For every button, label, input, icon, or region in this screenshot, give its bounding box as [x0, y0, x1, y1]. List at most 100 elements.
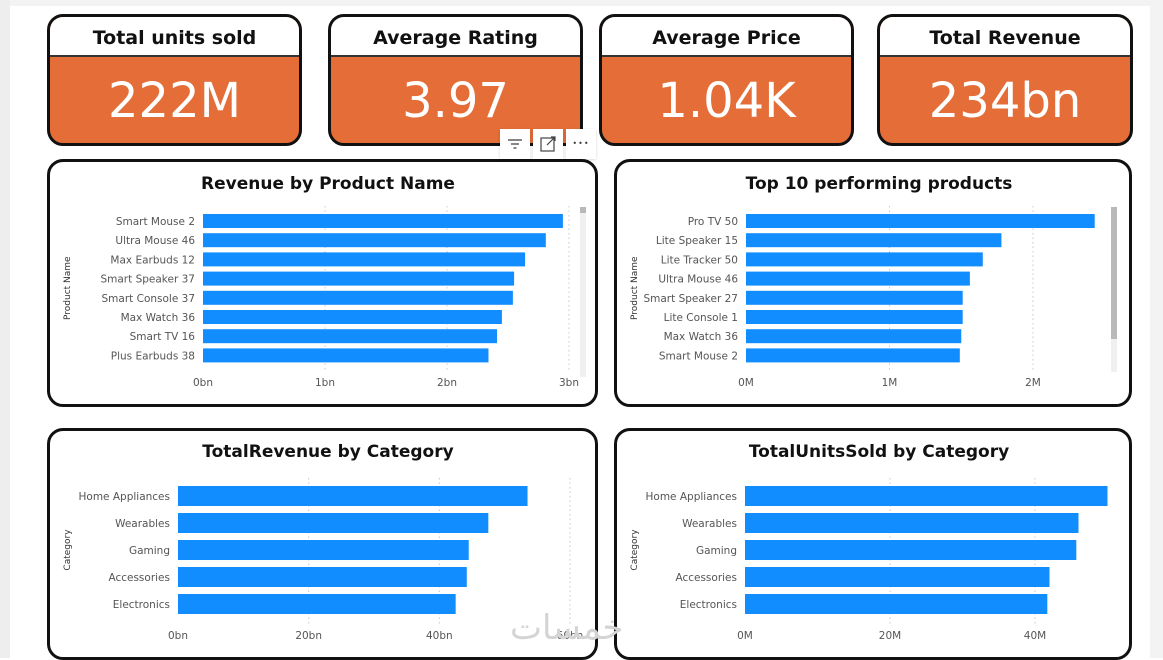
category-label: Accessories	[108, 572, 170, 584]
scrollbar-thumb[interactable]	[1111, 207, 1117, 339]
scrollbar-thumb[interactable]	[580, 207, 586, 213]
category-label: Lite Speaker 15	[656, 235, 738, 247]
kpi-title: Total Revenue	[880, 17, 1130, 57]
category-label: Electronics	[113, 599, 170, 611]
kpi-value: 222M	[107, 73, 242, 129]
x-tick-label: 1M	[882, 377, 898, 389]
bar[interactable]	[746, 233, 1002, 248]
bar[interactable]	[178, 567, 467, 587]
canvas-right-edge	[1150, 0, 1163, 658]
y-axis-title: Product Name	[63, 256, 73, 320]
kpi-title: Total units sold	[50, 17, 299, 57]
bar[interactable]	[746, 290, 963, 305]
more-options-icon: •••	[572, 139, 590, 148]
category-label: Lite Console 1	[664, 312, 738, 324]
x-tick-label: 2bn	[437, 377, 457, 389]
bar[interactable]	[178, 540, 469, 560]
category-label: Smart TV 16	[130, 331, 196, 343]
bar[interactable]	[203, 271, 515, 286]
bar[interactable]	[203, 348, 489, 363]
bar[interactable]	[745, 486, 1108, 506]
x-tick-label: 0M	[737, 630, 753, 642]
chart-title: TotalUnitsSold by Category	[749, 442, 1009, 462]
filter-icon	[508, 139, 522, 149]
bar[interactable]	[746, 329, 962, 344]
y-axis-title: Category	[630, 529, 640, 571]
kpi-card-average-price[interactable]: Average Price 1.04K	[599, 14, 854, 146]
x-tick-label: 40M	[1024, 630, 1046, 642]
kpi-card-total-units-sold[interactable]: Total units sold 222M	[47, 14, 302, 146]
chart-title: Revenue by Product Name	[201, 174, 455, 194]
category-label: Home Appliances	[79, 491, 171, 503]
x-tick-label: 20bn	[295, 630, 322, 642]
watermark: خمسات	[510, 608, 624, 648]
chart-svg: Revenue by Product Name Product Name 0bn 1b…	[63, 174, 586, 389]
bar[interactable]	[203, 290, 513, 305]
bar[interactable]	[203, 252, 526, 267]
x-tick-label: 60bn	[557, 630, 584, 642]
category-label: Smart Mouse 2	[659, 350, 738, 362]
bar[interactable]	[178, 594, 456, 614]
kpi-card-average-rating[interactable]: Average Rating 3.97	[328, 14, 583, 146]
scrollbar-track[interactable]	[580, 207, 586, 377]
chart-revenue-by-product[interactable]: Revenue by Product Name Product Name 0bn 1b…	[47, 159, 598, 407]
kpi-value: 3.97	[402, 73, 509, 129]
bar[interactable]	[746, 271, 970, 286]
bar[interactable]	[203, 214, 563, 228]
bar[interactable]	[746, 252, 983, 267]
category-label: Smart Speaker 37	[100, 274, 195, 286]
y-axis-title: Category	[63, 529, 73, 571]
category-label: Max Watch 36	[121, 312, 196, 324]
kpi-value: 1.04K	[657, 73, 796, 129]
x-tick-label: 1bn	[315, 377, 335, 389]
bar[interactable]	[178, 513, 489, 533]
chart-title: TotalRevenue by Category	[202, 442, 453, 462]
x-tick-label: 40bn	[426, 630, 453, 642]
more-options-button[interactable]: •••	[566, 129, 596, 159]
category-label: Lite Tracker 50	[661, 254, 738, 266]
bar[interactable]	[746, 214, 1095, 228]
chart-units-by-category[interactable]: TotalUnitsSold by Category Category 0M 20M 4…	[614, 428, 1132, 660]
canvas-top-edge	[0, 0, 1163, 6]
y-axis-title: Product Name	[630, 256, 640, 320]
category-label: Max Earbuds 12	[110, 254, 195, 266]
kpi-card-total-revenue[interactable]: Total Revenue 234bn	[877, 14, 1133, 146]
chart-top-10-products[interactable]: Top 10 performing products Product Name 0M…	[614, 159, 1132, 407]
category-label: Smart Speaker 27	[643, 293, 738, 305]
category-label: Ultra Mouse 46	[115, 235, 195, 247]
x-tick-label: 2M	[1025, 377, 1041, 389]
bar[interactable]	[178, 486, 528, 506]
bar[interactable]	[745, 540, 1077, 560]
bar[interactable]	[745, 594, 1048, 614]
category-label: Plus Earbuds 38	[111, 350, 195, 362]
x-tick-label: 0M	[738, 377, 754, 389]
x-tick-label: 0bn	[193, 377, 213, 389]
category-label: Electronics	[680, 599, 737, 611]
kpi-value: 234bn	[928, 73, 1082, 129]
category-label: Wearables	[682, 518, 737, 530]
expand-icon	[540, 136, 556, 152]
bar[interactable]	[203, 233, 546, 248]
bar[interactable]	[746, 310, 963, 324]
chart-svg: TotalRevenue by Category Category 0bn 20bn 4…	[63, 442, 584, 642]
bar[interactable]	[745, 567, 1050, 587]
category-label: Pro TV 50	[688, 216, 738, 228]
category-label: Smart Mouse 2	[116, 216, 195, 228]
chart-svg: TotalUnitsSold by Category Category 0M 20M 4…	[630, 442, 1108, 642]
focus-mode-button[interactable]	[533, 129, 563, 159]
chart-revenue-by-category[interactable]: TotalRevenue by Category Category 0bn 20bn 4…	[47, 428, 598, 660]
kpi-title: Average Rating	[331, 17, 580, 57]
x-tick-label: 20M	[879, 630, 901, 642]
canvas-left-edge	[0, 0, 10, 658]
kpi-title: Average Price	[602, 17, 851, 57]
bar[interactable]	[745, 513, 1079, 533]
x-tick-label: 0bn	[168, 630, 188, 642]
filter-button[interactable]	[500, 129, 530, 159]
bar[interactable]	[746, 348, 960, 363]
category-label: Max Watch 36	[664, 331, 739, 343]
bar[interactable]	[203, 329, 498, 344]
chart-svg: Top 10 performing products Product Name 0M…	[630, 174, 1117, 389]
bar[interactable]	[203, 310, 502, 324]
x-tick-label: 3bn	[559, 377, 579, 389]
category-label: Gaming	[129, 545, 170, 557]
